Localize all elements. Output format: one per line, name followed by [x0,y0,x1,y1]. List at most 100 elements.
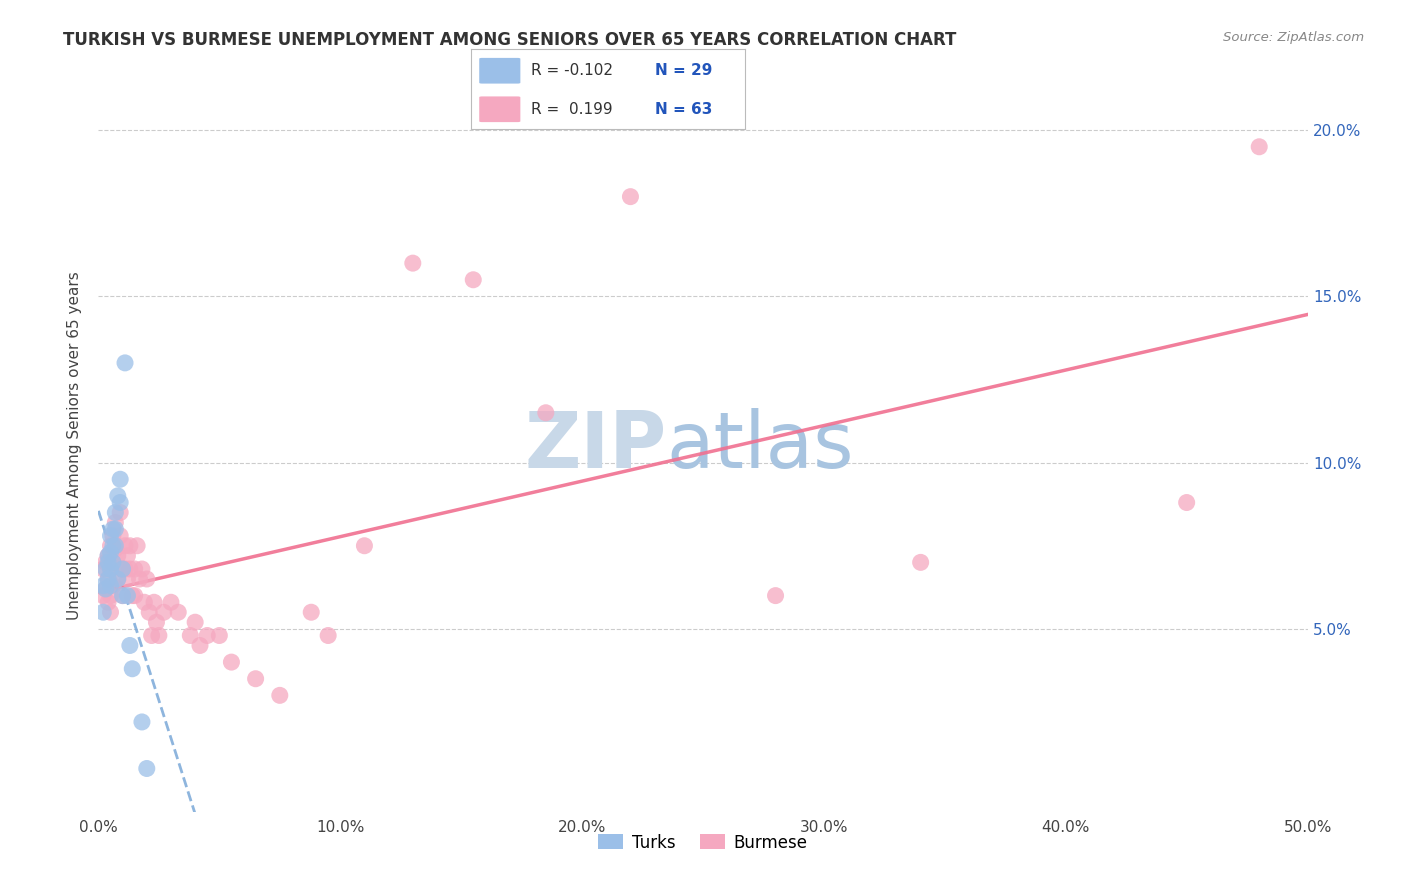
Point [118,562,141,576]
Point [108,529,131,543]
Point [104,542,127,557]
Point [100,562,122,576]
Point [118,639,141,653]
Point [100,605,122,619]
Point [135,572,157,586]
Point [402,256,425,270]
Point [91,605,114,619]
Point [1175,495,1198,509]
Point [94,555,117,569]
Point [108,472,131,486]
Point [316,628,339,642]
Point [100,562,122,576]
Point [100,539,122,553]
Legend: Turks, Burmese: Turks, Burmese [592,827,814,858]
Point [100,579,122,593]
Point [100,545,122,559]
Point [94,582,117,596]
Text: N = 63: N = 63 [655,102,711,117]
Point [117,589,139,603]
Point [188,639,211,653]
Point [114,562,136,576]
Point [195,628,218,642]
Point [124,589,146,603]
Text: N = 29: N = 29 [655,63,711,78]
Point [124,562,146,576]
Point [91,589,114,603]
Point [117,549,139,563]
Point [107,549,129,563]
Point [128,572,150,586]
Point [135,762,157,776]
Point [104,539,127,553]
Point [152,605,174,619]
Point [111,589,134,603]
Point [101,539,124,553]
Point [97,549,120,563]
Point [91,562,114,576]
Point [299,605,322,619]
Point [101,579,124,593]
Point [97,549,120,563]
Text: ZIP: ZIP [524,408,666,484]
Point [100,529,122,543]
Text: atlas: atlas [666,408,855,484]
Point [131,562,153,576]
Point [127,539,149,553]
Text: TURKISH VS BURMESE UNEMPLOYMENT AMONG SENIORS OVER 65 YEARS CORRELATION CHART: TURKISH VS BURMESE UNEMPLOYMENT AMONG SE… [63,31,956,49]
Point [111,562,134,576]
Text: R =  0.199: R = 0.199 [531,102,613,117]
Point [353,539,375,553]
Point [107,572,129,586]
Point [111,589,134,603]
Point [91,579,114,593]
Point [131,714,153,729]
Point [145,615,167,630]
Point [104,516,127,530]
FancyBboxPatch shape [479,58,520,84]
Point [463,273,485,287]
Point [97,595,120,609]
Y-axis label: Unemployment Among Seniors over 65 years: Unemployment Among Seniors over 65 years [67,272,83,620]
Point [910,555,932,569]
Point [221,655,243,669]
Point [138,605,160,619]
Point [107,572,129,586]
Point [121,589,143,603]
Point [117,572,139,586]
Point [167,605,190,619]
Point [134,595,156,609]
Point [141,628,163,642]
Point [114,356,136,370]
Point [184,615,207,630]
Point [101,555,124,569]
Point [101,529,124,543]
Point [208,628,231,642]
Point [108,495,131,509]
FancyBboxPatch shape [479,96,520,122]
Point [101,522,124,536]
Point [269,689,291,703]
Point [765,589,787,603]
Point [114,539,136,553]
Point [121,662,143,676]
Text: R = -0.102: R = -0.102 [531,63,613,78]
Point [143,595,166,609]
Point [179,628,201,642]
Point [94,582,117,596]
Point [94,562,117,576]
Point [245,672,267,686]
Point [97,572,120,586]
Point [160,595,183,609]
Point [108,506,131,520]
Text: Source: ZipAtlas.com: Source: ZipAtlas.com [1223,31,1364,45]
Point [100,589,122,603]
Point [97,572,120,586]
Point [111,562,134,576]
Point [101,555,124,569]
Point [118,539,141,553]
Point [104,522,127,536]
Point [619,189,641,203]
Point [1249,140,1271,154]
Point [104,506,127,520]
